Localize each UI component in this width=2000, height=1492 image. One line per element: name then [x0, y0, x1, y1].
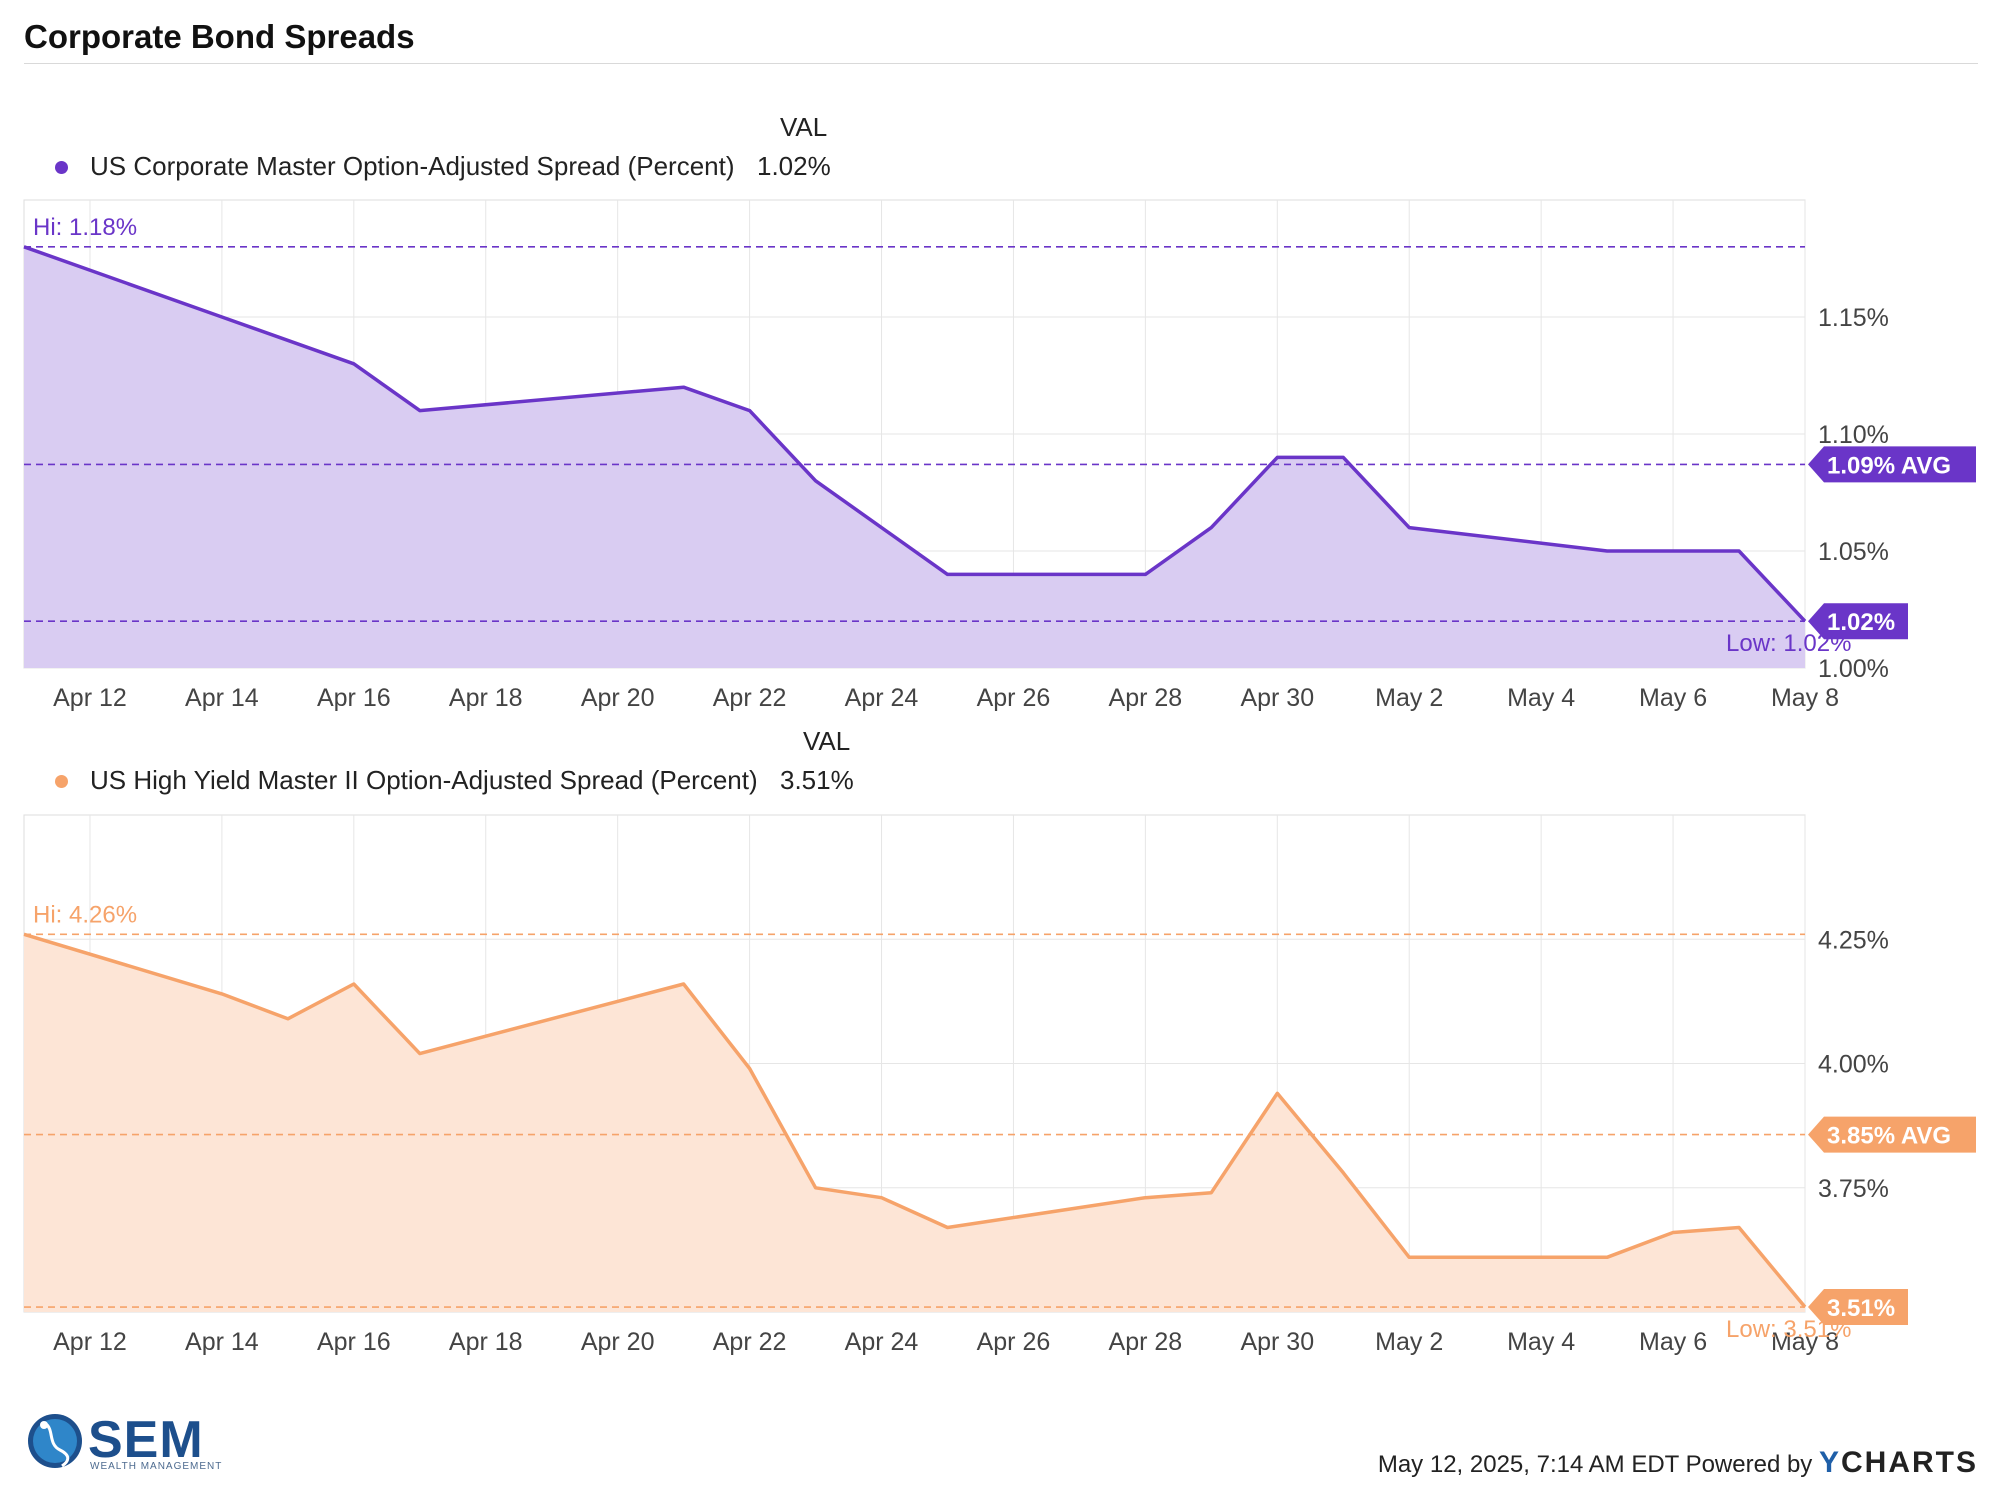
x-tick-label-bottom: Apr 28: [1109, 1328, 1183, 1356]
footer: May 12, 2025, 7:14 AM EDT Powered by YCH…: [1378, 1446, 1978, 1480]
x-tick-label-bottom: May 8: [1771, 1328, 1839, 1356]
x-tick-label-top: May 8: [1771, 684, 1839, 712]
x-tick-label-top: Apr 30: [1240, 684, 1314, 712]
series-area-bottom: [24, 934, 1805, 1312]
ycharts-brand-y: Y: [1818, 1446, 1841, 1479]
last-value-tag-text-top: 1.02%: [1827, 609, 1895, 636]
last-value-tag-top: [1808, 603, 1908, 640]
avg-tag-top: [1808, 446, 1976, 483]
x-tick-label-top: May 6: [1639, 684, 1707, 712]
x-tick-label-bottom: Apr 16: [317, 1328, 391, 1356]
x-tick-label-bottom: Apr 24: [845, 1328, 919, 1356]
x-tick-label-top: Apr 22: [713, 684, 787, 712]
val-header-bottom: VAL: [803, 726, 851, 756]
x-tick-label-top: Apr 26: [977, 684, 1051, 712]
x-tick-label-top: Apr 12: [53, 684, 127, 712]
series-color-dot-bottom: [55, 775, 68, 788]
val-header-top: VAL: [780, 112, 828, 142]
hi-label-bottom: Hi: 4.26%: [33, 901, 137, 928]
chart-title: Corporate Bond Spreads: [24, 18, 415, 55]
x-tick-label-top: Apr 18: [449, 684, 523, 712]
y-tick-label-top: 1.00%: [1818, 655, 1889, 683]
avg-tag-text-top: 1.09% AVG: [1827, 452, 1951, 479]
x-tick-label-bottom: Apr 20: [581, 1328, 655, 1356]
series-color-dot-top: [55, 161, 68, 174]
x-tick-label-bottom: Apr 18: [449, 1328, 523, 1356]
last-value-tag-bottom: [1808, 1289, 1908, 1326]
avg-tag-text-bottom: 3.85% AVG: [1827, 1123, 1951, 1150]
title-divider: [24, 63, 1978, 64]
series-line-top: [23, 245, 1807, 623]
x-tick-label-top: Apr 20: [581, 684, 655, 712]
x-tick-label-top: Apr 28: [1109, 684, 1183, 712]
x-tick-label-top: Apr 24: [845, 684, 919, 712]
last-value-tag-text-bottom: 3.51%: [1827, 1295, 1895, 1322]
y-tick-label-top: 1.10%: [1818, 421, 1889, 449]
series-name-top[interactable]: US Corporate Master Option-Adjusted Spre…: [90, 151, 735, 181]
series-line-bottom: [23, 932, 1807, 1309]
y-tick-label-bottom: 4.25%: [1818, 926, 1889, 954]
y-tick-label-bottom: 4.00%: [1818, 1051, 1889, 1079]
x-tick-label-bottom: Apr 14: [185, 1328, 259, 1356]
series-name-bottom[interactable]: US High Yield Master II Option-Adjusted …: [90, 765, 758, 795]
series-area-top: [24, 246, 1805, 669]
footer-timestamp: May 12, 2025, 7:14 AM EDT Powered by: [1377, 1451, 1813, 1478]
x-tick-label-bottom: Apr 22: [713, 1328, 787, 1356]
x-tick-label-top: Apr 14: [185, 684, 259, 712]
x-tick-label-bottom: Apr 26: [977, 1328, 1051, 1356]
logo-wordmark: SEM: [88, 1411, 204, 1469]
ycharts-brand-rest: CHARTS: [1841, 1446, 1978, 1479]
x-tick-label-top: May 4: [1507, 684, 1575, 712]
y-tick-label-top: 1.05%: [1818, 538, 1889, 566]
x-tick-label-top: May 2: [1375, 684, 1443, 712]
logo-subtitle: WEALTH MANAGEMENT: [90, 1461, 223, 1472]
series-value-bottom: 3.51%: [780, 765, 854, 795]
x-tick-label-bottom: Apr 12: [53, 1328, 127, 1356]
x-tick-label-bottom: May 4: [1507, 1328, 1575, 1356]
sem-logo-icon: [28, 1414, 82, 1468]
y-tick-label-bottom: 3.75%: [1818, 1175, 1889, 1203]
x-tick-label-top: Apr 16: [317, 684, 391, 712]
series-value-top: 1.02%: [757, 151, 831, 181]
hi-label-top: Hi: 1.18%: [33, 214, 137, 241]
x-tick-label-bottom: May 2: [1375, 1328, 1443, 1356]
avg-tag-bottom: [1808, 1116, 1976, 1153]
x-tick-label-bottom: Apr 30: [1240, 1328, 1314, 1356]
ycharts-brand[interactable]: YCHARTS: [1819, 1446, 1978, 1479]
x-tick-label-bottom: May 6: [1639, 1328, 1707, 1356]
y-tick-label-top: 1.15%: [1818, 304, 1889, 332]
